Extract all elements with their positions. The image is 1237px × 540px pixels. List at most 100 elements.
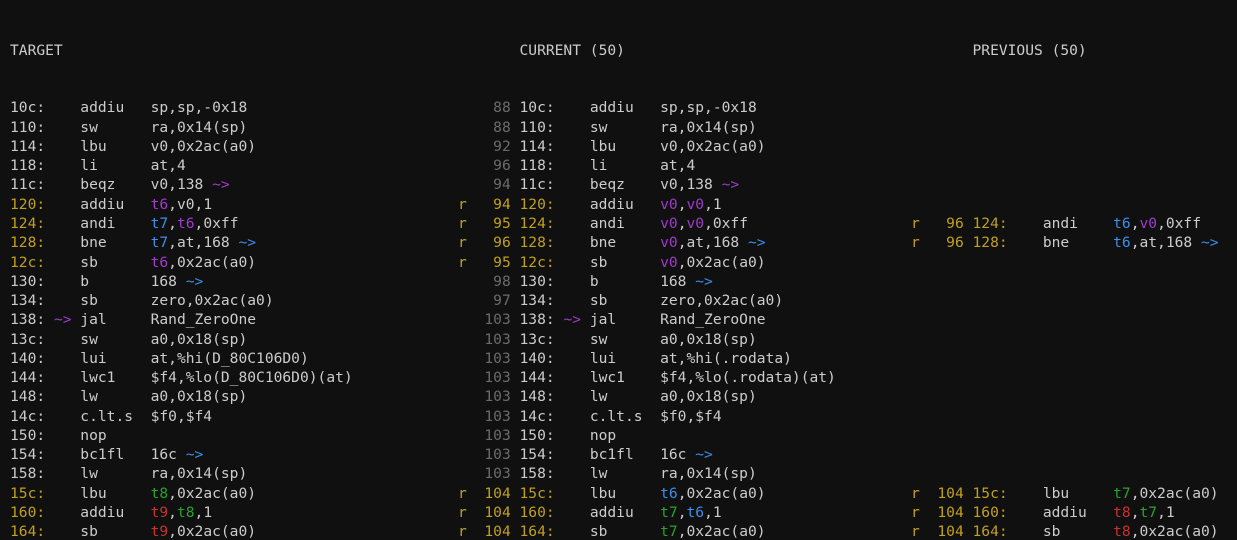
operand: v0 [660,234,678,252]
branch-in-space [54,485,80,502]
asm-line: 88 10c: addiu sp,sp,-0x18 [458,98,911,117]
asm-line: r 104 15c: lbu t6,0x2ac(a0) [458,484,911,503]
address: 110: [10,118,54,136]
branch-out-arrow: ~> [185,272,204,290]
operand: t6 [686,503,705,521]
branch-in-space [54,254,80,271]
address: 160: [519,503,564,521]
operand: ,1 [704,503,722,521]
branch-in-space [1016,523,1042,540]
branch-in-space [54,446,80,463]
operand: ra,0x14(sp) [150,465,248,483]
branch-out-arrow: ~> [695,446,713,464]
asm-line: 134: sb zero,0x2ac(a0) [10,291,457,310]
mnemonic: bne [1042,234,1114,252]
asm-line: 103 144: lwc1 $f4,%lo(.rodata)(at) [458,368,911,387]
address: 160: [972,503,1017,521]
mnemonic: sw [589,118,661,136]
operand: ,1 [1157,503,1175,521]
mnemonic: jal [589,311,661,329]
current-column: CURRENT (50) 88 10c: addiu sp,sp,-0x18 8… [447,2,911,540]
asm-line: 130: b 168 ~> [10,272,457,291]
operand: ,0x2ac(a0) [677,523,766,540]
operand: t7 [150,234,169,252]
operand: ,1 [704,195,722,213]
operand: $f4,%lo(.rodata)(at) [660,369,836,387]
asm-line: 103 154: bc1fl 16c ~> [458,445,911,464]
line-number: 88 [466,99,520,117]
operand: , [1130,214,1140,232]
mnemonic: b [589,272,661,290]
line-number: 103 [466,311,520,329]
reload-marker: r [911,214,920,232]
mnemonic: nop [80,426,151,444]
address: 15c: [10,484,54,502]
operand: ,0x2ac(a0) [677,484,766,502]
branch-in-space [54,331,80,348]
operand: v0 [660,214,678,232]
line-number: 97 [466,292,520,310]
address: 10c: [519,99,564,117]
mnemonic: beqz [589,176,661,194]
asm-line [911,464,1237,483]
mnemonic: sb [80,253,151,271]
mnemonic: sw [589,330,661,348]
branch-in-space [563,446,589,463]
mnemonic: andi [589,214,661,232]
reload-marker [458,331,467,348]
branch-in-space [563,138,589,155]
branch-in-space [1016,234,1042,251]
asm-line: 103 140: lui at,%hi(.rodata) [458,349,911,368]
operand: t8 [1113,503,1131,521]
branch-in-arrow: ~> [53,311,81,329]
mnemonic: andi [1042,214,1114,232]
asm-line: r 95 124: andi v0,v0,0xff [458,214,911,233]
operand: t6 [1113,234,1131,252]
line-number: 88 [466,118,520,136]
address: 154: [10,446,54,464]
asm-line: r 96 128: bne t6,at,168 ~> [911,233,1237,252]
reload-marker: r [458,484,467,502]
mnemonic: addiu [589,503,661,521]
asm-line [911,98,1237,117]
address: 138: [10,311,54,329]
branch-in-space [563,523,589,540]
mnemonic: lwc1 [80,369,151,387]
branch-in-space [54,292,80,309]
address: 164: [519,523,564,540]
reload-marker [458,292,467,309]
line-number: 96 [919,234,973,252]
operand: ,0x2ac(a0) [1130,484,1219,502]
asm-line [911,387,1237,406]
branch-in-space [54,176,80,193]
address: 128: [972,234,1017,252]
operand: a0,0x18(sp) [150,388,248,406]
line-number: 103 [466,407,520,425]
branch-in-space [54,234,80,251]
branch-out-arrow: ~> [695,272,713,290]
mnemonic: addiu [1042,503,1114,521]
operand: ,0xff [194,214,239,232]
line-number: 92 [466,137,520,155]
reload-marker [458,369,467,386]
line-number: 104 [919,523,973,540]
operand: a0,0x18(sp) [150,330,248,348]
asm-line [911,291,1237,310]
mnemonic: addiu [80,195,151,213]
branch-in-space [563,504,589,521]
line-number: 104 [466,484,520,502]
operand: sp,sp,-0x18 [660,99,757,117]
address: 12c: [519,253,564,271]
mnemonic: bne [589,234,661,252]
mnemonic: li [589,157,661,175]
address: 130: [519,272,564,290]
branch-in-space [54,119,80,136]
operand: , [677,503,687,521]
operand: ,0x2ac(a0) [1130,523,1219,540]
operand: Rand_ZeroOne [150,311,257,329]
asm-line [911,445,1237,464]
operand: t7 [660,503,678,521]
reload-marker: r [458,195,467,213]
reload-marker [458,465,467,482]
